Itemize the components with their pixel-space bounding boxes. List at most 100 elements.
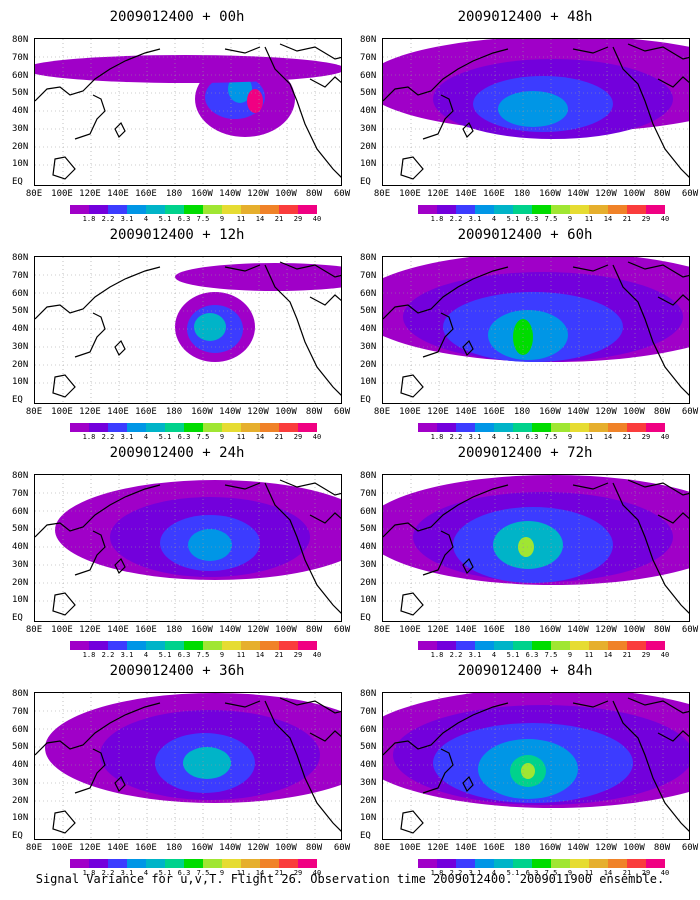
colorbar-tick-label: 2.2 xyxy=(101,869,115,877)
colorbar-swatch xyxy=(127,859,146,868)
colorbar-swatch xyxy=(475,859,494,868)
longitude-label: 80W xyxy=(653,625,671,635)
latitude-label: 40N xyxy=(360,760,377,770)
colorbar-swatch xyxy=(475,205,494,214)
colorbar-swatch xyxy=(89,423,108,432)
latitude-label: 10N xyxy=(12,159,29,170)
colorbar-swatch xyxy=(494,205,513,214)
colorbar-swatch xyxy=(532,205,551,214)
longitude-label: 120W xyxy=(247,189,269,199)
latitude-label: EQ xyxy=(360,395,371,405)
colorbar-swatch xyxy=(241,423,260,432)
colorbar-swatch xyxy=(437,859,456,868)
latitude-label: 50N xyxy=(360,88,377,99)
longitude-label: 100W xyxy=(623,189,645,199)
map-panel: 2009012400 + 24h 80N 70N 60N 50N 40N 30N 20N 10N… xyxy=(12,444,350,659)
colorbar-swatch xyxy=(627,859,646,868)
colorbar-tick-label: 5.1 xyxy=(506,433,520,441)
colorbar-swatch xyxy=(89,641,108,650)
colorbar-swatch xyxy=(184,205,203,214)
colorbar xyxy=(418,205,665,214)
longitude-label: 180 xyxy=(513,843,531,853)
colorbar-swatch xyxy=(456,641,475,650)
colorbar-tick-label: 29 xyxy=(641,869,651,877)
latitude-label: 10N xyxy=(360,377,377,388)
latitude-label: 20N xyxy=(360,141,377,152)
colorbar-tick-label: 6.3 xyxy=(177,433,191,441)
longitude-label: 160W xyxy=(191,843,213,853)
colorbar-swatch xyxy=(108,859,127,868)
colorbar-swatch xyxy=(165,205,184,214)
colorbar-swatch xyxy=(203,205,222,214)
colorbar-tick-label: 5.1 xyxy=(506,215,520,223)
latitude-label: 40N xyxy=(12,760,29,770)
colorbar xyxy=(418,423,665,432)
colorbar-tick-label: 11 xyxy=(584,433,594,441)
colorbar-tick-label: 14 xyxy=(255,215,265,223)
colorbar-tick-label: 9 xyxy=(567,433,573,441)
colorbar-swatch xyxy=(165,859,184,868)
colorbar-tick-label: 40 xyxy=(660,215,670,223)
panel-title: 2009012400 + 72h xyxy=(457,445,593,461)
colorbar-tick-label: 21 xyxy=(274,651,284,659)
colorbar-swatch xyxy=(570,859,589,868)
latitude-label: 70N xyxy=(12,270,29,281)
colorbar-tick-label: 1.8 xyxy=(430,433,444,441)
colorbar xyxy=(418,859,665,868)
latitude-label: 50N xyxy=(360,742,377,753)
longitude-label: 80E xyxy=(25,189,43,199)
latitude-label: 30N xyxy=(12,559,29,570)
longitude-label: 140E xyxy=(455,407,477,417)
longitude-label: 120E xyxy=(79,625,101,635)
latitude-label: EQ xyxy=(360,613,371,623)
colorbar-tick-label: 9 xyxy=(219,869,225,877)
colorbar-tick-label: 29 xyxy=(293,651,303,659)
colorbar-swatch xyxy=(222,641,241,650)
longitude-label: 100E xyxy=(399,189,421,199)
variance-map xyxy=(34,38,342,186)
panel-title: 2009012400 + 12h xyxy=(109,227,245,243)
longitude-label: 120W xyxy=(595,189,617,199)
panel-title: 2009012400 + 48h xyxy=(457,9,593,25)
latitude-label: 30N xyxy=(12,341,29,352)
longitude-label: 100E xyxy=(51,407,73,417)
latitude-label: 70N xyxy=(12,706,29,717)
colorbar-tick-label: 29 xyxy=(641,651,651,659)
colorbar-swatch xyxy=(146,641,165,650)
colorbar-tick-label: 6.3 xyxy=(525,433,539,441)
latitude-label: 70N xyxy=(12,488,29,499)
colorbar-swatch xyxy=(608,423,627,432)
colorbar-swatch xyxy=(456,205,475,214)
colorbar-swatch xyxy=(418,205,437,214)
longitude-label: 160W xyxy=(191,189,213,199)
colorbar-tick-label: 40 xyxy=(312,215,322,223)
colorbar-swatch xyxy=(570,205,589,214)
longitude-label: 180 xyxy=(165,189,183,199)
colorbar-tick-label: 2.2 xyxy=(449,651,463,659)
colorbar-tick-label: 4 xyxy=(491,869,497,877)
colorbar-swatch xyxy=(279,423,298,432)
longitude-label: 80E xyxy=(25,843,43,853)
figure-caption: Signal Variance for u,v,T. Flight 26. Ob… xyxy=(35,872,665,886)
variance-map xyxy=(34,256,342,404)
colorbar-tick-label: 5.1 xyxy=(158,869,172,877)
latitude-label: 30N xyxy=(360,123,377,134)
colorbar-swatch xyxy=(437,205,456,214)
longitude-label: 140W xyxy=(567,189,589,199)
longitude-label: 120E xyxy=(427,189,449,199)
colorbar-swatch xyxy=(279,859,298,868)
panel-title: 2009012400 + 36h xyxy=(109,663,245,679)
colorbar-swatch xyxy=(165,423,184,432)
latitude-label: 70N xyxy=(360,270,377,281)
colorbar-swatch xyxy=(494,423,513,432)
colorbar-swatch xyxy=(475,423,494,432)
longitude-label: 120W xyxy=(247,843,269,853)
colorbar-swatch xyxy=(127,641,146,650)
map-panel: 2009012400 + 12h 80N 70N 60N 50N 40N 30N 20N 10N… xyxy=(12,226,350,441)
longitude-label: 160W xyxy=(191,407,213,417)
colorbar-tick-label: 3.1 xyxy=(120,651,134,659)
colorbar-swatch xyxy=(646,859,665,868)
colorbar-swatch xyxy=(456,859,475,868)
longitude-label: 80E xyxy=(373,407,391,417)
colorbar-tick-label: 21 xyxy=(622,215,632,223)
